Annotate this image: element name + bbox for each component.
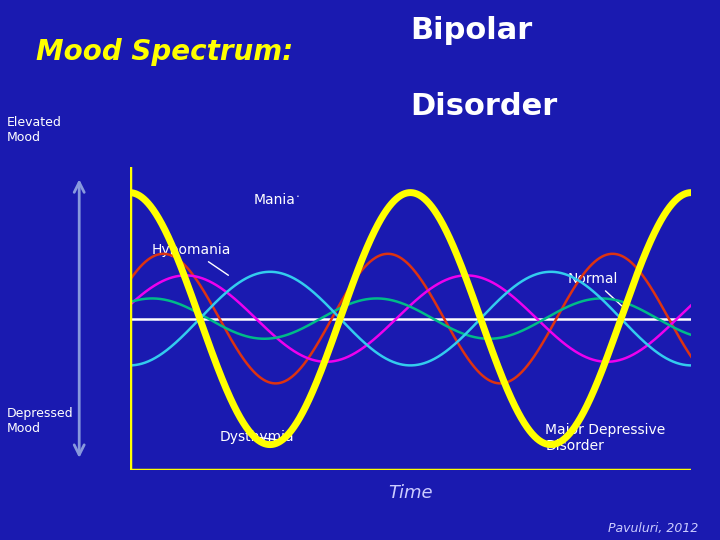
Text: Hypomania: Hypomania	[152, 244, 231, 275]
Text: Depressed
Mood: Depressed Mood	[7, 407, 74, 435]
Text: Mania: Mania	[253, 193, 298, 207]
Text: Disorder: Disorder	[410, 92, 558, 121]
Text: Bipolar: Bipolar	[410, 16, 533, 45]
Text: Mood Spectrum:: Mood Spectrum:	[36, 38, 293, 66]
Text: Elevated
Mood: Elevated Mood	[7, 116, 62, 144]
Text: Pavuluri, 2012: Pavuluri, 2012	[608, 522, 698, 535]
Text: Major Depressive
Disorder: Major Depressive Disorder	[545, 423, 665, 453]
Text: Normal: Normal	[567, 272, 622, 306]
Text: Time: Time	[388, 484, 433, 502]
Text: Dysthymia: Dysthymia	[220, 430, 294, 444]
